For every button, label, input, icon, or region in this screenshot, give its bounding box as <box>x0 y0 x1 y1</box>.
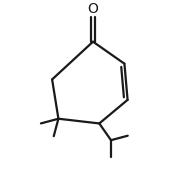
Text: O: O <box>88 2 98 16</box>
